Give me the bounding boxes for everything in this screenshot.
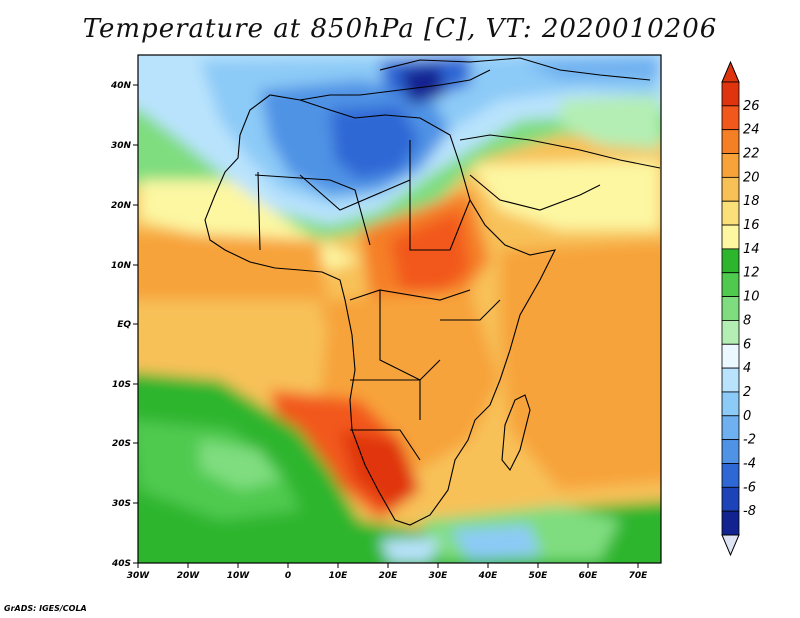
lat-tick-label: 30N — [111, 141, 132, 151]
lat-tick-label: 10N — [111, 261, 132, 271]
lat-tick-label: EQ — [117, 320, 131, 330]
longitude-axis: 30W 20W 10W 0 10E 20E 30E 40E 50E 60E 70… — [127, 563, 648, 581]
colorbar-cell — [721, 200, 740, 226]
colorbar-cell — [721, 320, 740, 345]
colorbar-cell — [721, 105, 740, 131]
colorbar-cell — [721, 81, 740, 107]
map-frame — [137, 54, 662, 564]
colorbar-cell — [721, 296, 740, 321]
lon-tick-label: 10W — [227, 571, 251, 581]
colorbar-label: 8 — [743, 313, 751, 328]
colorbar-label: 18 — [743, 194, 760, 209]
lon-tick-label: 40E — [478, 571, 499, 581]
colorbar-cell — [721, 463, 740, 488]
colorbar-cell — [721, 415, 740, 441]
colorbar-label: -6 — [743, 480, 756, 495]
colorbar-cell — [721, 129, 740, 154]
colorbar-label: 12 — [743, 266, 760, 281]
colorbar-cell — [721, 343, 740, 369]
lat-tick-label: 20S — [112, 439, 131, 449]
colorbar-cell — [721, 224, 740, 250]
colorbar-label: -8 — [743, 504, 756, 519]
lon-tick-label: 10E — [329, 571, 349, 581]
colorbar-cell — [721, 248, 740, 274]
colorbar-label: 22 — [743, 147, 760, 162]
colorbar-label: 14 — [743, 242, 760, 257]
colorbar-top-triangle — [721, 60, 740, 83]
lon-tick-label: 60E — [579, 571, 599, 581]
colorbar-cell — [721, 391, 740, 417]
colorbar-label: 10 — [743, 290, 760, 305]
lat-tick-label: 10S — [112, 380, 131, 390]
lon-tick-label: 20W — [177, 571, 201, 581]
colorbar-cell — [721, 439, 740, 464]
colorbar-label: 2 — [743, 385, 751, 400]
lon-tick-label: 30W — [127, 571, 151, 581]
credit-text: GrADS: IGES/COLA — [4, 604, 87, 613]
colorbar-bottom-triangle — [721, 534, 740, 557]
lon-tick-label: 20E — [379, 571, 399, 581]
lat-tick-label: 40S — [111, 559, 131, 569]
colorbar-label: -4 — [743, 456, 756, 471]
colorbar-label: 16 — [743, 218, 760, 233]
lat-tick-label: 20N — [111, 201, 132, 211]
lat-tick-label: 40N — [110, 81, 132, 91]
lon-tick-label: 50E — [529, 571, 549, 581]
lon-tick-label: 30E — [429, 571, 449, 581]
colorbar-cell — [721, 153, 740, 178]
lon-tick-label: 70E — [629, 571, 649, 581]
colorbar-label: 24 — [743, 123, 760, 138]
temperature-field — [138, 55, 661, 563]
chart-title: Temperature at 850hPa [C], VT: 202001020… — [82, 14, 718, 44]
colorbar-cell — [721, 272, 740, 297]
lon-tick-label: 0 — [285, 571, 291, 581]
colorbar-label: 6 — [743, 337, 751, 352]
colorbar-cell — [721, 367, 740, 393]
latitude-axis: 40N 30N 20N 10N EQ 10S 20S 30S 40S — [110, 81, 138, 569]
colorbar-cell — [721, 176, 740, 202]
colorbar-label: 0 — [743, 409, 751, 424]
colorbar-cells — [721, 81, 740, 536]
lat-tick-label: 30S — [112, 499, 131, 509]
colorbar-cell — [721, 510, 740, 536]
colorbar-label: -2 — [743, 433, 756, 448]
coastlines — [204, 57, 661, 526]
colorbar-cell — [721, 486, 740, 512]
colorbar-label: 4 — [743, 361, 751, 376]
colorbar-label: 26 — [743, 99, 760, 114]
colorbar-label: 20 — [743, 170, 760, 185]
